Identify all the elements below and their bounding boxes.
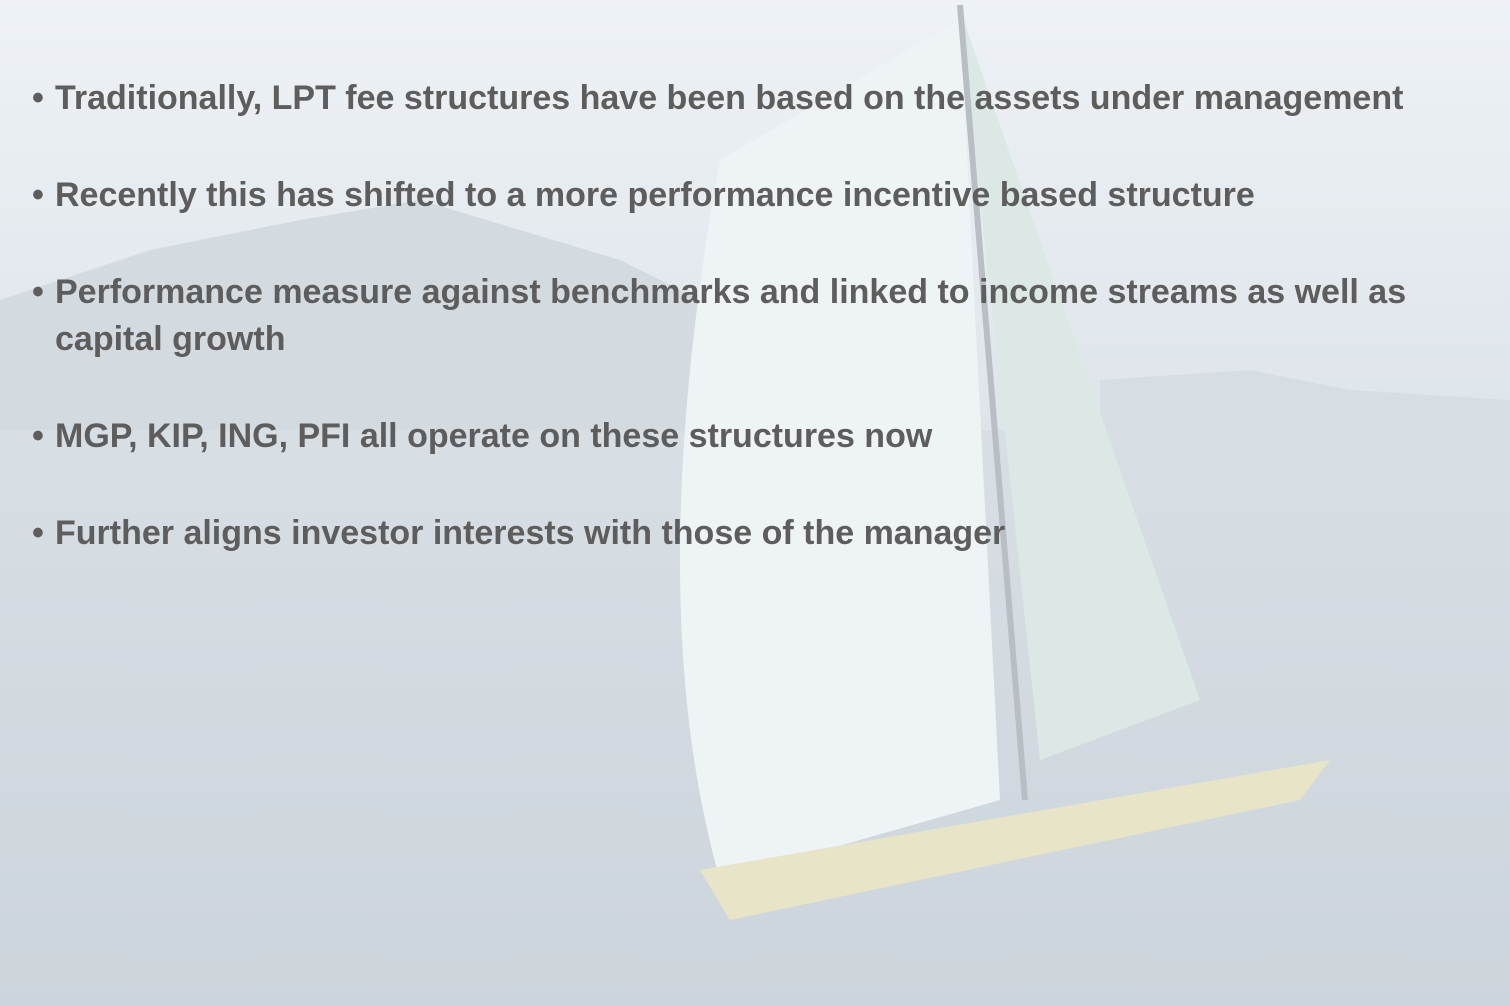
bullet-list: Traditionally, LPT fee structures have b… — [30, 75, 1500, 607]
bullet: Further aligns investor interests with t… — [30, 510, 1500, 557]
bullet: Recently this has shifted to a more perf… — [30, 172, 1500, 219]
bullet: Traditionally, LPT fee structures have b… — [30, 75, 1500, 122]
bullet: MGP, KIP, ING, PFI all operate on these … — [30, 413, 1500, 460]
bullet: Performance measure against benchmarks a… — [30, 269, 1500, 363]
